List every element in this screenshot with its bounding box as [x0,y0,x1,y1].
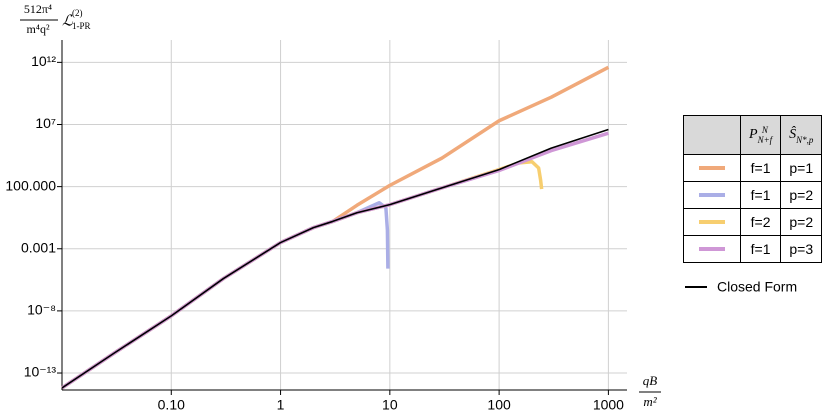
legend-label: p=2 [780,181,823,209]
legend-swatch-cell [683,208,741,236]
x-tick-label: 1 [277,397,285,413]
closed-form-legend: Closed Form [685,279,797,295]
y-tick-label: 10⁻⁸ [27,302,56,318]
header-sup: N [761,125,768,135]
y-tick-label: 10⁷ [35,115,56,131]
x-tick-label: 10 [382,397,398,413]
legend-label: p=2 [780,208,823,236]
y-tick-label: 10¹² [31,53,56,69]
legend-row: f=1 p=1 [683,154,823,182]
series-line [61,131,609,390]
legend-swatch-cell [683,235,741,263]
header-sup-space [796,125,813,135]
legend-swatch [699,166,725,170]
series-line [61,201,390,390]
header-scripts: N N+f [758,125,773,145]
y-tick-label: 0.001 [21,239,56,255]
series-line [61,65,610,390]
legend: P N N+f Ŝ N*,p f=1 p=1 f=1 p=2 f=2 p=2 f=1 p=3 [683,115,823,263]
header-sub: N+f [757,135,773,145]
legend-row: f=1 p=2 [683,181,823,209]
y-axis-title: 512π⁴ m⁴q² ℒ (2) 1-PR [20,2,91,36]
header-scripts: N*,p [796,125,813,145]
legend-corner [683,115,741,155]
x-tick-label: 1000 [593,397,624,413]
legend-swatch-cell [683,154,741,182]
y-label-numerator: 512π⁴ [24,2,52,16]
series-line [61,128,609,389]
legend-swatch [699,193,725,197]
y-label-symbol: ℒ [62,13,74,29]
series-line [61,160,544,390]
y-tick-label: 100.000 [5,177,56,193]
x-tick-label: 0.10 [158,397,185,413]
legend-swatch [699,220,725,224]
legend-label: f=1 [739,235,782,263]
legend-label: Closed Form [717,279,797,295]
legend-label: p=3 [780,235,823,263]
header-base: Ŝ [789,127,797,143]
x-label-denominator: m² [643,394,657,409]
legend-header-cell: Ŝ N*,p [780,115,823,155]
legend-label: p=1 [780,154,823,182]
x-tick-label: 100 [487,397,511,413]
legend-row: f=2 p=2 [683,208,823,236]
legend-swatch-cell [683,181,741,209]
legend-label: f=1 [739,154,782,182]
y-label-sup: (2) [72,8,83,18]
header-base: P [749,127,758,143]
header-sub: N*,p [796,135,814,145]
y-label-sub: 1-PR [72,21,91,31]
legend-label: f=1 [739,181,782,209]
x-label-numerator: qB [643,373,658,388]
legend-label: f=2 [739,208,782,236]
legend-header: P N N+f Ŝ N*,p [683,115,823,155]
legend-header-cell: P N N+f [739,115,782,155]
y-label-denominator: m⁴q² [26,22,50,36]
legend-swatch [699,247,725,251]
y-tick-label: 10⁻¹³ [24,364,57,380]
x-axis-title: qB m² [639,373,661,409]
legend-row: f=1 p=3 [683,235,823,263]
